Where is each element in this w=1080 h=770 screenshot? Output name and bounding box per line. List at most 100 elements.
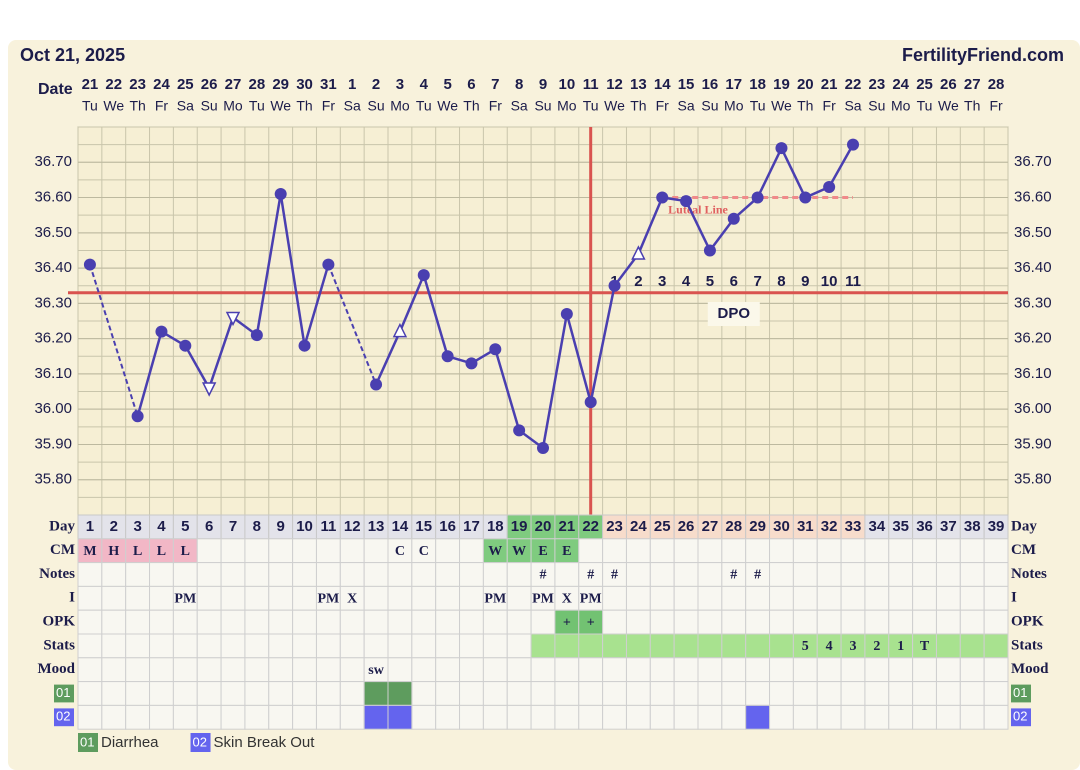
date-label: 28 — [249, 76, 266, 93]
table-cell — [363, 585, 389, 611]
weekday-label: We — [437, 98, 458, 114]
table-cell — [196, 609, 222, 635]
table-cell — [315, 657, 341, 683]
row-label: Day — [49, 518, 75, 534]
weekday-label: Tu — [249, 98, 265, 114]
table-cell — [792, 657, 818, 683]
y-tick-label: 35.90 — [1014, 435, 1052, 452]
table-cell — [625, 609, 651, 635]
symptom-code-box — [1011, 684, 1031, 703]
discarded-point — [631, 245, 646, 260]
day-number: 4 — [157, 518, 166, 535]
date-label: 17 — [725, 76, 742, 93]
table-cell — [554, 681, 580, 706]
table-cell — [888, 585, 914, 611]
temp-point — [656, 191, 669, 204]
table-cell — [459, 633, 484, 659]
temp-point — [775, 142, 788, 155]
table-cell — [435, 538, 461, 564]
cell-text: W — [488, 544, 502, 559]
table-cell — [125, 681, 151, 706]
table-cell — [602, 657, 627, 683]
table-cell — [673, 585, 699, 611]
table-cell — [959, 681, 985, 706]
day-number: 13 — [368, 518, 385, 535]
date-label: 21 — [821, 76, 838, 93]
weekday-label: Mo — [891, 98, 911, 114]
table-cell — [959, 538, 985, 564]
discarded-point — [201, 382, 217, 397]
table-cell — [888, 538, 914, 564]
table-cell — [196, 585, 222, 611]
table-cell — [315, 681, 341, 706]
weekday-label: Fr — [656, 98, 670, 114]
legend-name: Skin Break Out — [214, 734, 316, 751]
symptom-code: 01 — [56, 685, 70, 700]
table-cell — [101, 633, 127, 659]
temp-point — [823, 180, 836, 193]
weekday-label: Sa — [177, 98, 194, 114]
temp-point — [513, 424, 526, 437]
symptom-mark — [387, 681, 413, 706]
table-cell — [482, 704, 508, 730]
cell-text: E — [538, 544, 547, 559]
table-cell — [840, 538, 866, 564]
day-number: 5 — [181, 518, 189, 535]
table-cell — [125, 657, 151, 683]
date-label: 16 — [702, 76, 719, 93]
table-cell — [292, 585, 317, 611]
day-number: 16 — [439, 518, 456, 535]
discarded-point — [392, 322, 408, 338]
line-segment — [303, 264, 330, 347]
table-cell — [482, 681, 508, 706]
symptom-code: 01 — [1013, 685, 1027, 700]
table-cell — [721, 585, 747, 611]
table-cell — [745, 609, 771, 635]
table-cell — [315, 704, 341, 730]
line-segment — [374, 331, 402, 386]
table-cell — [840, 609, 866, 635]
weekday-label: We — [771, 98, 792, 114]
weekday-label: Su — [701, 98, 718, 114]
day-number: 12 — [344, 518, 361, 535]
table-cell — [697, 681, 723, 706]
table-cell — [196, 538, 222, 564]
line-segment — [589, 285, 616, 403]
row-label: I — [69, 590, 75, 606]
dpo-number: 10 — [821, 273, 838, 290]
table-cell — [983, 633, 1009, 659]
table-cell — [745, 538, 771, 564]
table-cell — [387, 657, 413, 683]
y-tick-label: 35.90 — [34, 435, 72, 452]
day-number: 2 — [110, 518, 118, 535]
table-cell — [435, 562, 461, 587]
table-cell — [912, 681, 937, 706]
table-cell — [983, 609, 1009, 635]
symptom-code-box — [1011, 708, 1031, 727]
row-label: CM — [50, 542, 75, 558]
table-cell — [172, 562, 198, 587]
weekday-label: Sa — [511, 98, 528, 114]
cell-text: W — [512, 544, 526, 559]
table-cell — [959, 657, 985, 683]
table-cell — [816, 538, 842, 564]
table-cell — [602, 704, 627, 730]
table-cell — [816, 562, 842, 587]
table-cell — [673, 609, 699, 635]
cell-text: X — [562, 592, 572, 607]
line-segment — [207, 317, 235, 389]
table-cell — [983, 562, 1009, 587]
table-cell — [77, 681, 103, 706]
day-number: 20 — [535, 518, 552, 535]
table-cell — [935, 538, 961, 564]
y-tick-label: 35.80 — [1014, 471, 1052, 488]
symptom-code-box — [54, 708, 74, 727]
temp-point — [680, 195, 693, 208]
temp-point — [584, 396, 597, 409]
day-number: 38 — [964, 518, 981, 535]
weekday-label: Tu — [583, 98, 599, 114]
table-cell — [387, 562, 413, 587]
table-cell — [602, 609, 627, 635]
cell-text: C — [419, 544, 429, 559]
date-label: 11 — [583, 76, 599, 93]
